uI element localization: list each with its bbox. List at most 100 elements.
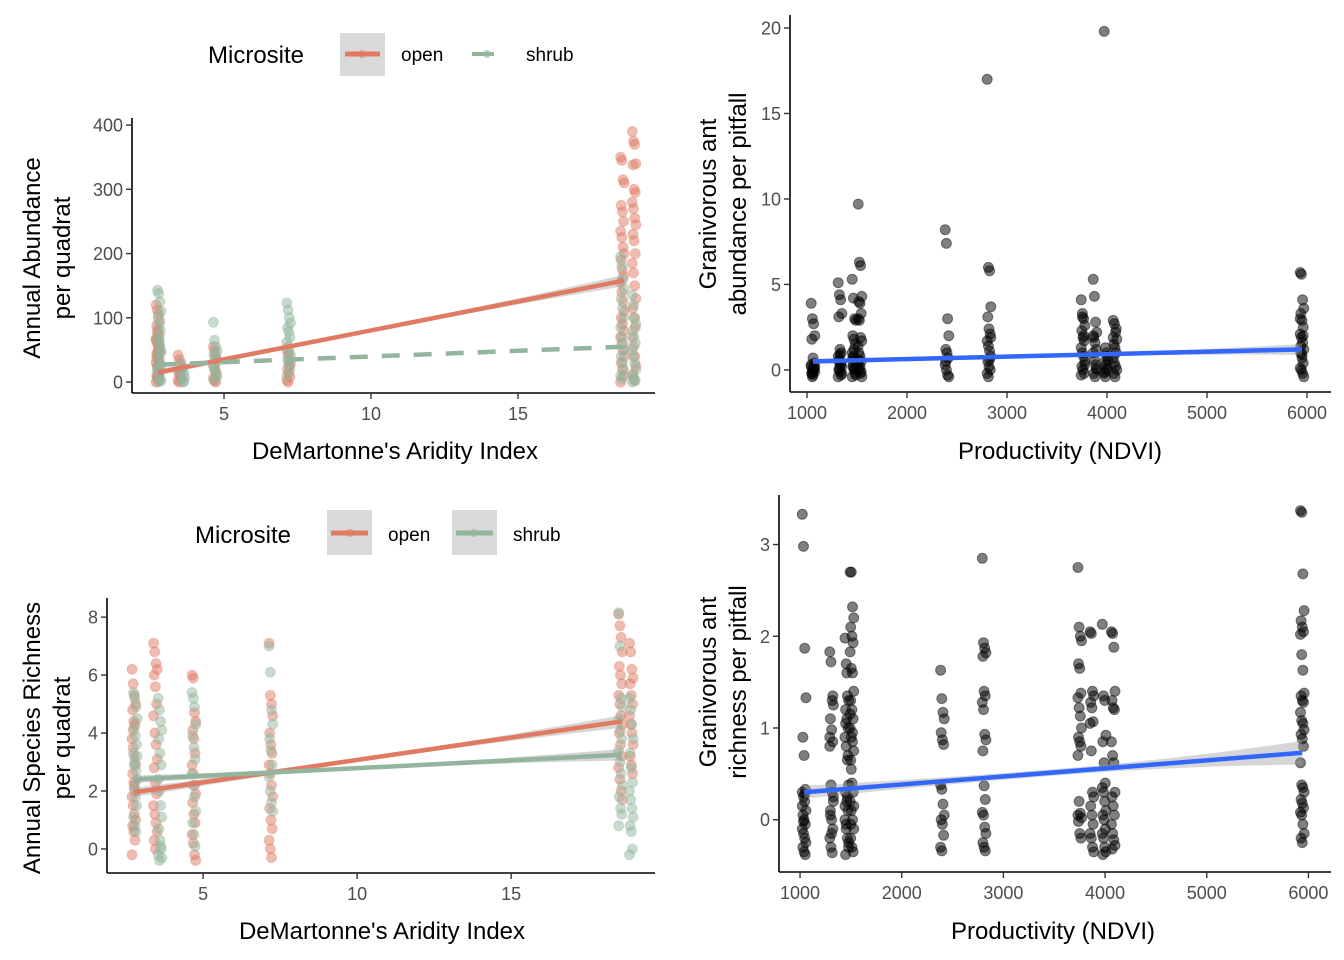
point-pitfalls (1085, 800, 1097, 812)
point-pitfalls (833, 311, 845, 323)
point-shrub (188, 742, 200, 753)
point-shrub (625, 826, 637, 838)
y-axis-title-line-2: per quadrat (49, 676, 76, 799)
y-axis-title-line-1: Granivorous ant (695, 596, 722, 767)
point-pitfalls (1072, 809, 1084, 821)
legend-label-open: open (401, 45, 443, 66)
point-pitfalls (1108, 809, 1120, 821)
point-shrub (281, 370, 293, 382)
point-open (616, 232, 628, 243)
point-pitfalls (847, 736, 858, 748)
point-pitfalls (808, 318, 820, 330)
x-tick-label: 2000 (882, 883, 922, 903)
point-pitfalls (825, 656, 837, 668)
x-tick-label: 1000 (787, 403, 827, 423)
x-tick-label: 10 (347, 884, 367, 904)
point-pitfalls (1098, 25, 1110, 37)
point-pitfalls (1088, 791, 1100, 803)
point-pitfalls (1072, 750, 1084, 761)
point-shrub (153, 733, 165, 745)
x-tick-label: 15 (508, 404, 528, 424)
point-shrub (189, 840, 201, 852)
point-pitfalls (1087, 273, 1099, 285)
point-pitfalls (1073, 795, 1085, 807)
point-shrub (155, 800, 167, 811)
y-tick-label: 0 (771, 360, 781, 380)
point-pitfalls (847, 601, 858, 613)
point-pitfalls (1075, 740, 1087, 752)
point-pitfalls (832, 277, 844, 289)
point-shrub (263, 640, 275, 652)
point-open (616, 154, 628, 166)
x-axis-title: DeMartonne's Aridity Index (252, 438, 538, 465)
y-tick-label: 10 (761, 189, 781, 209)
point-pitfalls (1076, 635, 1087, 647)
point-shrub (266, 704, 277, 716)
point-pitfalls (824, 713, 836, 725)
point-pitfalls (1297, 664, 1309, 676)
point-shrub (130, 826, 142, 838)
point-pitfalls (980, 734, 992, 746)
point-pitfalls (1072, 692, 1084, 704)
y-axis-title-line-2: abundance per pitfall (725, 93, 752, 316)
point-pitfalls (798, 816, 809, 827)
point-shrub (156, 811, 168, 823)
point-shrub (128, 759, 140, 771)
legend-key-point-open (346, 529, 354, 537)
point-shrub (155, 347, 166, 359)
point-pitfalls (848, 800, 860, 812)
point-pitfalls (845, 754, 857, 766)
point-pitfalls (1074, 710, 1086, 722)
point-open (149, 681, 161, 693)
point-pitfalls (1298, 740, 1309, 752)
point-pitfalls (1295, 268, 1307, 280)
point-pitfalls (1106, 791, 1118, 803)
regression-line-open (157, 278, 625, 375)
point-shrub (153, 334, 165, 346)
point-open (187, 672, 199, 684)
point-shrub (208, 374, 220, 386)
point-pitfalls (844, 708, 856, 720)
point-pitfalls (847, 637, 859, 649)
point-pitfalls (827, 699, 839, 711)
point-shrub (626, 718, 638, 730)
point-shrub (613, 820, 625, 832)
point-pitfalls (853, 314, 865, 326)
point-open (627, 159, 639, 171)
point-shrub (627, 733, 639, 745)
x-tick-label: 6000 (1288, 883, 1328, 903)
point-pitfalls (845, 832, 857, 844)
point-pitfalls (1088, 846, 1100, 858)
y-tick-label: 8 (88, 608, 98, 628)
point-open (626, 126, 638, 137)
point-shrub (155, 840, 167, 852)
x-tick-label: 4000 (1085, 883, 1125, 903)
point-shrub (614, 640, 626, 652)
point-open (614, 620, 626, 632)
point-pitfalls (1086, 702, 1098, 714)
point-open (266, 852, 277, 864)
point-pitfalls (854, 297, 866, 309)
point-pitfalls (845, 763, 857, 775)
point-pitfalls (980, 828, 992, 839)
x-tick-label: 3000 (987, 403, 1027, 423)
point-pitfalls (1087, 818, 1099, 830)
point-pitfalls (1076, 311, 1088, 323)
point-open (616, 206, 628, 218)
panel-abundance-vs-aridity: 5 10 15 0 100 200 300 400 (93, 116, 655, 424)
y-tick-label: 0 (88, 839, 98, 859)
point-pitfalls (985, 301, 997, 313)
point-shrub (616, 808, 628, 820)
point-shrub (626, 289, 638, 301)
x-tick-label: 3000 (983, 883, 1023, 903)
x-tick-label: 10 (361, 404, 381, 424)
point-pitfalls (824, 646, 836, 658)
point-open (266, 823, 278, 835)
point-pitfalls (844, 646, 856, 658)
point-pitfalls (1297, 330, 1309, 342)
point-shrub (618, 312, 630, 324)
point-pitfalls (1087, 330, 1099, 342)
point-pitfalls (936, 693, 948, 705)
point-shrub (624, 747, 636, 759)
